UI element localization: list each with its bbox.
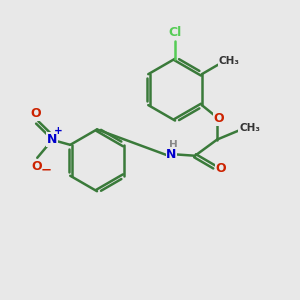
Text: −: − bbox=[41, 164, 52, 177]
Text: O: O bbox=[31, 107, 41, 120]
Text: O: O bbox=[215, 162, 226, 175]
Text: N: N bbox=[47, 133, 57, 146]
Text: +: + bbox=[54, 126, 63, 136]
Text: O: O bbox=[31, 160, 42, 172]
Text: N: N bbox=[166, 148, 177, 161]
Text: Cl: Cl bbox=[168, 26, 182, 39]
Text: H: H bbox=[169, 140, 178, 150]
Text: CH₃: CH₃ bbox=[218, 56, 239, 66]
Text: CH₃: CH₃ bbox=[239, 123, 260, 133]
Text: O: O bbox=[213, 112, 224, 125]
